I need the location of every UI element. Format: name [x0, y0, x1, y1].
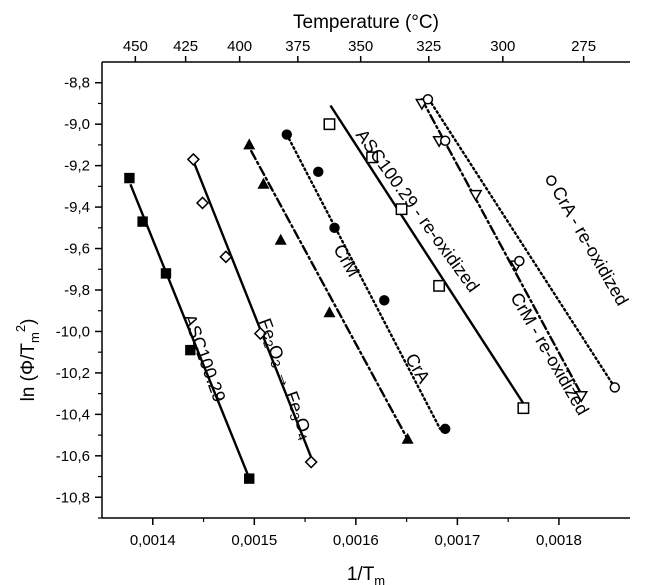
data-point [401, 432, 414, 444]
series-label-part: 2 [259, 338, 276, 350]
data-point [468, 189, 483, 202]
series-label-marker [546, 175, 557, 186]
series-labels-layer: ASC100.29 Fe2O3 → Fe3O4 CrM CrA ASC100.29 - … [180, 125, 633, 442]
series-label-part: ASC100.29 [180, 311, 230, 404]
y-tick-label: -9,0 [64, 116, 90, 133]
fit-line [285, 133, 442, 431]
data-point [244, 473, 255, 484]
x-tick-label: 0,0018 [536, 532, 582, 549]
series-label-part: → Fe [272, 362, 308, 415]
series-label-part: CrM [330, 241, 364, 280]
series-label-part: ASC100.29 - re-oxidized [352, 125, 483, 295]
data-point [186, 152, 200, 166]
series-label: ASC100.29 [180, 311, 230, 404]
data-point [195, 196, 210, 210]
top-tick-label: 275 [571, 38, 596, 55]
top-tick-label: 350 [348, 38, 373, 55]
top-tick-label: 300 [490, 38, 515, 55]
data-point [124, 172, 135, 184]
data-point [395, 203, 408, 216]
x-tick-label: 0,0017 [434, 532, 480, 549]
y-tick-label: -10,0 [56, 323, 90, 340]
y-tick-label: -10,8 [56, 489, 90, 506]
series-label-part: 3 [286, 411, 303, 423]
top-tick-label: 450 [123, 38, 148, 55]
data-point [281, 129, 292, 140]
data-point [137, 216, 148, 227]
series-label-part: 3 [267, 358, 284, 370]
data-point [440, 423, 451, 435]
data-point [422, 94, 434, 105]
data-point [323, 118, 336, 131]
data-point [304, 455, 318, 469]
fit-lines-layer [129, 98, 616, 482]
series-label: CrA [401, 350, 434, 387]
y-tick-label: -9,8 [64, 282, 90, 299]
series-label: Fe2O3 → Fe3O4 [252, 316, 317, 443]
top-tick-label: 425 [173, 38, 198, 55]
data-point [257, 177, 270, 189]
y-tick-label: -10,6 [56, 448, 90, 465]
data-point [274, 233, 287, 245]
data-point [366, 151, 379, 164]
data-point [574, 390, 589, 403]
series-label-part: O [264, 342, 288, 362]
data-point [329, 222, 340, 234]
top-tick-label: 400 [227, 38, 252, 55]
fit-line [420, 98, 585, 399]
series-label-part: CrA - re-oxidized [548, 183, 632, 309]
y-tick-label: -10,2 [56, 365, 90, 382]
fit-line [193, 163, 314, 461]
series-label: CrA - re-oxidized [548, 183, 632, 309]
x-tick-label: 0,0014 [130, 532, 176, 549]
data-point [219, 250, 233, 264]
data-point [609, 382, 621, 393]
fit-line [129, 183, 252, 482]
data-point [323, 306, 336, 318]
series-label-part: O [291, 415, 315, 435]
markers-layer [124, 94, 621, 484]
ticks-layer: 0,0014 0,0015 0,0016 0,0017 0,0018 -8,8 -9,0 -9… [56, 38, 596, 549]
y-tick-label: -9,4 [64, 199, 90, 216]
fit-line [250, 149, 409, 441]
series-label-part: 4 [293, 431, 310, 443]
data-point [160, 268, 172, 279]
data-point [243, 138, 256, 150]
y-tick-label: -10,4 [56, 406, 90, 423]
data-point [514, 255, 525, 267]
top-tick-label: 325 [416, 38, 441, 55]
data-point [185, 344, 196, 356]
top-tick-label: 375 [285, 38, 310, 55]
y-axis-title: ln (Φ/Tm2) [13, 319, 42, 402]
fit-line [427, 98, 616, 389]
data-point [517, 402, 530, 415]
y-tick-label: -9,6 [64, 241, 90, 258]
data-point [379, 295, 390, 306]
series-label-part: CrA [401, 350, 434, 387]
top-axis-title: Temperature (°C) [293, 12, 439, 33]
x-tick-label: 0,0015 [231, 532, 277, 549]
x-axis-title: 1/Tm [347, 564, 385, 585]
data-point [433, 279, 446, 292]
y-tick-label: -9,2 [64, 158, 90, 175]
data-point [313, 166, 324, 178]
series-label: CrM [330, 241, 364, 280]
y-tick-label: -8,8 [64, 75, 90, 92]
x-tick-label: 0,0016 [333, 532, 379, 549]
data-point [253, 326, 267, 341]
data-point [439, 135, 451, 147]
fit-line [329, 104, 528, 409]
series-label: ASC100.29 - re-oxidized [352, 125, 483, 295]
